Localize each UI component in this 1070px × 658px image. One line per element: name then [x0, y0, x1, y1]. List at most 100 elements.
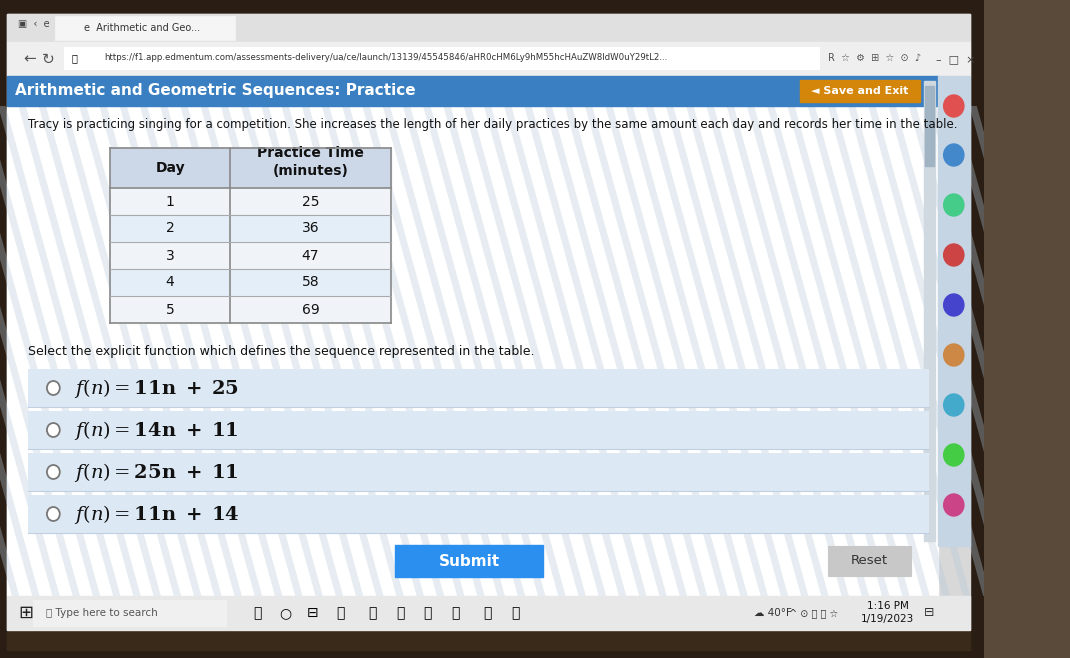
Text: –  □  ×: – □ ×: [936, 54, 976, 64]
Text: $f(n) = \mathbf{25n\ +\ 11}$: $f(n) = \mathbf{25n\ +\ 11}$: [74, 461, 239, 484]
Polygon shape: [990, 106, 1070, 596]
Text: 🔒: 🔒: [72, 53, 78, 63]
Text: 1: 1: [166, 195, 174, 209]
Polygon shape: [524, 106, 667, 596]
Circle shape: [944, 444, 964, 466]
Bar: [110, 188, 391, 215]
Bar: [396, 545, 542, 577]
Text: $f(n) = \mathbf{11n\ +\ 14}$: $f(n) = \mathbf{11n\ +\ 14}$: [74, 503, 240, 526]
Polygon shape: [788, 106, 930, 596]
Text: Select the explicit function which defines the sequence represented in the table: Select the explicit function which defin…: [28, 345, 534, 358]
Polygon shape: [281, 106, 424, 596]
Polygon shape: [606, 106, 748, 596]
Bar: [7, 42, 970, 76]
Text: ⊟: ⊟: [307, 606, 319, 620]
Circle shape: [47, 423, 60, 437]
Polygon shape: [1010, 106, 1070, 596]
Polygon shape: [849, 106, 991, 596]
Polygon shape: [888, 106, 1031, 596]
Text: e  Arithmetic and Geo...: e Arithmetic and Geo...: [85, 23, 200, 33]
Text: Tracy is practicing singing for a competition. She increases the length of her d: Tracy is practicing singing for a compet…: [28, 118, 957, 131]
Bar: [110, 242, 391, 269]
Text: 📕: 📕: [452, 606, 459, 620]
Circle shape: [944, 294, 964, 316]
Polygon shape: [585, 106, 728, 596]
Polygon shape: [383, 106, 525, 596]
Bar: [64, 47, 819, 69]
Polygon shape: [160, 106, 303, 596]
Text: R  ☆  ⚙  ⊞  ☆  ⊙  ♪: R ☆ ⚙ ⊞ ☆ ⊙ ♪: [828, 53, 921, 63]
Text: Day: Day: [155, 161, 185, 175]
Circle shape: [944, 394, 964, 416]
Text: ↻: ↻: [42, 51, 55, 66]
Bar: [0, 630, 984, 658]
Circle shape: [944, 95, 964, 117]
Text: Practice Time
(minutes): Practice Time (minutes): [257, 146, 364, 178]
Bar: [7, 596, 970, 630]
Bar: [110, 296, 391, 323]
Polygon shape: [342, 106, 485, 596]
Polygon shape: [180, 106, 323, 596]
Polygon shape: [969, 106, 1070, 596]
Bar: [7, 630, 970, 650]
Circle shape: [944, 144, 964, 166]
Polygon shape: [39, 106, 181, 596]
Polygon shape: [626, 106, 768, 596]
Text: 5: 5: [166, 303, 174, 316]
Text: ⊟: ⊟: [923, 607, 934, 619]
Bar: [28, 453, 929, 491]
Bar: [924, 81, 935, 541]
Bar: [110, 215, 391, 242]
Polygon shape: [545, 106, 687, 596]
Circle shape: [47, 465, 60, 479]
Text: 🎯: 🎯: [510, 606, 519, 620]
Polygon shape: [949, 106, 1070, 596]
Bar: [110, 148, 391, 188]
Bar: [110, 269, 391, 296]
Polygon shape: [79, 106, 221, 596]
Text: 4: 4: [166, 276, 174, 290]
Text: Submit: Submit: [439, 553, 500, 569]
Circle shape: [47, 381, 60, 395]
Text: 1/19/2023: 1/19/2023: [861, 614, 914, 624]
Bar: [970, 0, 984, 658]
Text: 36: 36: [302, 222, 319, 236]
Text: ▣  ‹  e  B  +: ▣ ‹ e B +: [18, 19, 77, 29]
Polygon shape: [402, 106, 546, 596]
Bar: [800, 80, 920, 102]
Polygon shape: [0, 106, 141, 596]
Polygon shape: [241, 106, 383, 596]
Polygon shape: [1030, 106, 1070, 596]
Polygon shape: [322, 106, 464, 596]
Text: 🔵: 🔵: [368, 606, 377, 620]
Bar: [926, 86, 934, 166]
Polygon shape: [808, 106, 950, 596]
Polygon shape: [686, 106, 828, 596]
Text: 58: 58: [302, 276, 319, 290]
Polygon shape: [18, 106, 160, 596]
Polygon shape: [120, 106, 262, 596]
Circle shape: [944, 244, 964, 266]
Polygon shape: [908, 106, 1051, 596]
Polygon shape: [666, 106, 809, 596]
Text: ○: ○: [279, 606, 291, 620]
Text: ^ ⊙ 🔊 📺 ☆: ^ ⊙ 🔊 📺 ☆: [790, 608, 839, 618]
Polygon shape: [0, 106, 60, 596]
Polygon shape: [565, 106, 707, 596]
Bar: [938, 76, 970, 546]
Text: Reset: Reset: [851, 555, 888, 567]
Circle shape: [47, 507, 60, 521]
Polygon shape: [0, 106, 101, 596]
Bar: [28, 411, 929, 449]
Bar: [56, 16, 234, 40]
Text: 🟢: 🟢: [424, 606, 432, 620]
Bar: [28, 369, 929, 407]
Polygon shape: [220, 106, 364, 596]
Polygon shape: [504, 106, 646, 596]
Polygon shape: [443, 106, 586, 596]
Bar: [0, 0, 984, 14]
Bar: [0, 0, 7, 658]
Text: 3: 3: [166, 249, 174, 263]
Bar: [7, 106, 938, 596]
Polygon shape: [1051, 106, 1070, 596]
